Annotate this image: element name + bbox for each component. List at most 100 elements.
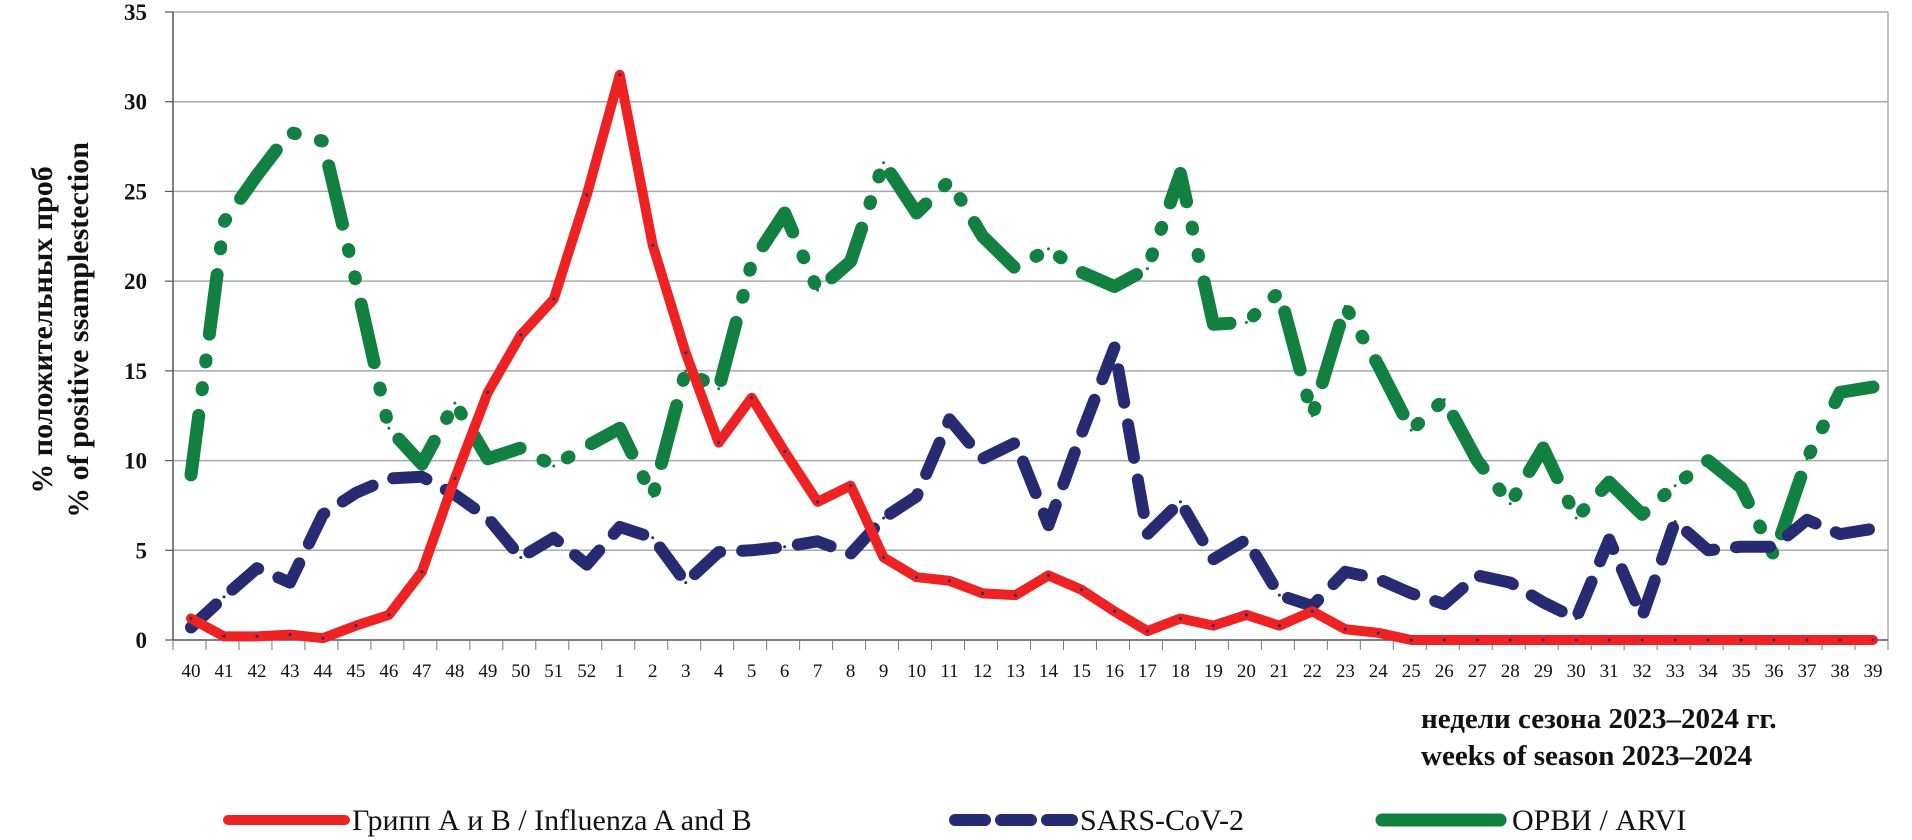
data-point [519,446,523,450]
data-point [882,555,886,559]
data-point [1442,602,1446,606]
data-point [1607,538,1611,542]
x-tick-label: 25 [1402,661,1421,682]
data-point [1376,631,1380,635]
x-tick-label: 20 [1237,661,1256,682]
data-point [717,387,721,391]
data-point [1376,363,1380,367]
data-point [750,396,754,400]
x-axis-title-en: weeks of season 2023–2024 [1421,740,1752,772]
data-point [1014,593,1018,597]
data-point [585,563,589,567]
data-point [552,297,556,301]
data-point [1277,593,1281,597]
data-point [684,581,688,585]
series-lines [184,69,1880,645]
x-axis-title-ru: недели сезона 2023–2024 гг. [1421,703,1777,735]
y-axis-title: % положительных проб % of positive ssamp… [26,142,95,518]
data-point [1673,520,1677,524]
data-point [1112,346,1116,350]
y-tick-label: 25 [124,179,147,204]
data-point [1673,484,1677,488]
x-tick-label: 28 [1501,661,1520,682]
x-tick-label: 17 [1138,661,1157,682]
data-point [1871,638,1875,642]
data-point [1475,573,1479,577]
data-point [783,211,787,215]
data-point [1310,609,1314,613]
data-point [915,494,919,498]
data-point [1079,432,1083,436]
x-tick-label: 35 [1732,661,1751,682]
data-point [354,491,358,495]
data-point [651,536,655,540]
data-point [1442,638,1446,642]
x-tick-label: 46 [379,661,398,682]
data-point [1574,516,1578,520]
data-point [1178,616,1182,620]
x-tick-label: 50 [511,661,530,682]
x-tick-label: 42 [247,661,266,682]
data-point [1343,570,1347,574]
data-point [1079,270,1083,274]
data-point [387,477,391,481]
data-point [981,234,985,238]
data-point [816,500,820,504]
data-point [816,288,820,292]
data-point [387,426,391,430]
x-tick-label: 21 [1270,661,1289,682]
data-point [1244,538,1248,542]
x-tick-label: 49 [478,661,497,682]
data-point [1475,459,1479,463]
data-point [948,179,952,183]
data-point [684,351,688,355]
y-tick-label: 30 [124,90,147,115]
x-tick-label: 48 [445,661,464,682]
y-tick-label: 5 [136,538,148,563]
data-point [651,494,655,498]
x-tick-label: 27 [1468,661,1487,682]
data-point [1475,638,1479,642]
data-point [354,624,358,628]
data-point [1211,624,1215,628]
data-point [981,591,985,595]
data-point [783,545,787,549]
data-point [1409,638,1413,642]
x-tick-label: 13 [1006,661,1025,682]
x-tick-label: 45 [346,661,365,682]
x-tick-label: 8 [846,661,856,682]
data-point [1805,457,1809,461]
data-point [288,130,292,134]
data-point [453,401,457,405]
data-point [1079,588,1083,592]
data-point [1409,591,1413,595]
data-point [1046,523,1050,527]
x-tick-label: 19 [1204,661,1223,682]
x-tick-label: 18 [1171,661,1190,682]
data-point [783,450,787,454]
data-point [1145,532,1149,536]
data-point [849,484,853,488]
x-tick-label: 10 [907,661,926,682]
data-point [1376,577,1380,581]
x-tick-label: 39 [1864,661,1883,682]
y-tick-label: 20 [124,269,147,294]
x-tick-label: 26 [1435,661,1454,682]
data-point [354,279,358,283]
data-point [618,73,622,77]
data-point [1541,446,1545,450]
x-tick-label: 12 [973,661,992,682]
data-point [1640,512,1644,516]
x-tick-label: 31 [1600,661,1619,682]
y-axis-title-en: % of positive ssamplestection [62,142,95,518]
data-point [1244,613,1248,617]
data-point [1838,390,1842,394]
data-point [1112,609,1116,613]
data-point [1706,548,1710,552]
data-point [420,462,424,466]
data-point [1706,638,1710,642]
data-point [321,512,325,516]
x-tick-label: 1 [615,661,625,682]
data-point [1343,627,1347,631]
